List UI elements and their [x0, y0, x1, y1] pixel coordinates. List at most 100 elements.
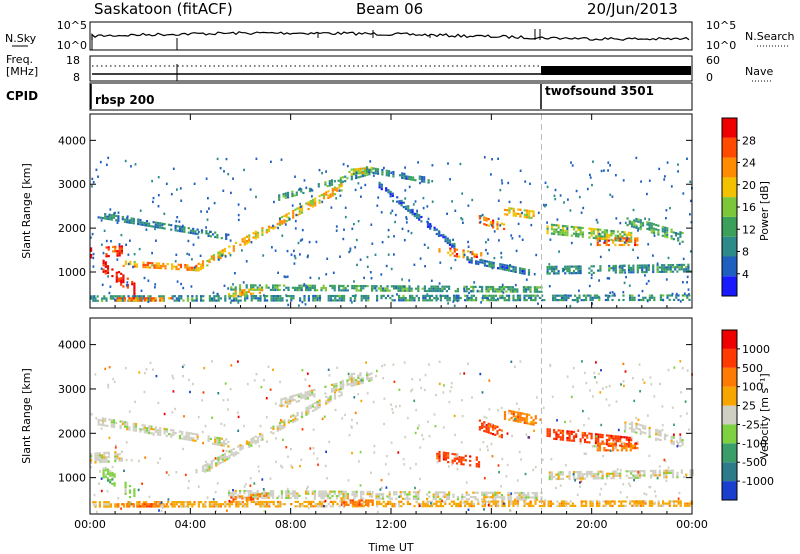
velocity-cell [302, 394, 305, 397]
power-cell [462, 253, 465, 257]
power-cell [158, 295, 161, 298]
power-cell [441, 287, 444, 290]
power-cell [202, 299, 205, 302]
velocity-cell [249, 484, 252, 487]
power-cell [130, 299, 133, 302]
power-cell [290, 297, 293, 300]
velocity-cell [324, 494, 327, 498]
velocity-cell [609, 502, 612, 505]
power-cell [563, 268, 565, 272]
power-cell [610, 267, 613, 270]
power-cell [186, 252, 189, 255]
power-cell [564, 267, 567, 270]
noise-left-tick-bottom: 10^0 [57, 39, 87, 52]
velocity-cell [536, 494, 539, 497]
velocity-cell [128, 410, 131, 413]
power-cell [143, 276, 146, 280]
power-cell [420, 220, 423, 223]
power-cell [609, 164, 611, 167]
power-cell [124, 159, 127, 163]
velocity-cell [619, 444, 622, 447]
power-cell [291, 195, 294, 198]
power-cell [669, 206, 671, 210]
velocity-cell [572, 471, 576, 474]
power-cell [309, 289, 312, 292]
power-cell [597, 235, 600, 238]
power-cell [599, 228, 602, 231]
power-cell [357, 167, 360, 171]
velocity-cell [297, 393, 301, 396]
power-cell [456, 299, 459, 303]
power-cell [394, 220, 396, 224]
power-cell [112, 214, 116, 217]
velocity-cell [512, 419, 515, 422]
velocity-cell [375, 497, 378, 500]
power-cell [490, 263, 493, 266]
power-cell [519, 215, 522, 218]
power-cell [651, 294, 654, 297]
power-cell [142, 295, 145, 298]
velocity-cell [624, 428, 627, 431]
velocity-cell [118, 459, 121, 462]
velocity-cell [121, 420, 124, 423]
velocity-cell [483, 421, 486, 424]
power-cell [485, 290, 488, 293]
velocity-cell [196, 433, 199, 436]
velocity-cell [123, 503, 126, 506]
power-cell [283, 219, 286, 222]
velocity-cell [352, 377, 355, 380]
velocity-cell [289, 415, 293, 418]
velocity-cell [503, 498, 506, 501]
power-cell [311, 203, 315, 206]
velocity-cell [332, 505, 335, 508]
velocity-cell [491, 455, 494, 458]
velocity-cell [496, 432, 499, 435]
velocity-cell [138, 459, 140, 463]
velocity-cell [644, 425, 647, 428]
power-cell [468, 258, 471, 262]
velocity-cell [282, 404, 285, 407]
power-cell [320, 289, 323, 292]
power-cell [608, 234, 611, 237]
velocity-cell [152, 368, 154, 371]
power-cell [247, 290, 250, 293]
power-cell [281, 216, 284, 219]
power-cell [529, 290, 532, 293]
power-cell [666, 227, 669, 230]
velocity-cell [521, 416, 524, 420]
power-cell [488, 260, 491, 263]
velocity-cell [103, 451, 106, 455]
power-cell [461, 218, 464, 221]
power-cell [144, 263, 147, 267]
power-cell [648, 294, 651, 297]
power-cell [636, 264, 639, 267]
power-cell [603, 169, 605, 172]
velocity-cell [451, 463, 454, 466]
power-cell [645, 268, 648, 271]
velocity-cell [619, 437, 622, 441]
velocity-cell [615, 400, 618, 403]
velocity-cell [616, 474, 620, 477]
velocity-cell [541, 504, 544, 508]
velocity-cell [349, 499, 352, 502]
velocity-cell [481, 505, 484, 508]
velocity-cell [428, 495, 431, 498]
velocity-cell [467, 493, 470, 496]
power-cell [574, 299, 577, 302]
velocity-cell [592, 475, 595, 478]
velocity-cell [239, 448, 242, 451]
power-cell [258, 288, 261, 291]
power-cell [669, 266, 672, 269]
velocity-cell [189, 436, 193, 439]
power-cell [437, 287, 440, 290]
power-cell [290, 253, 293, 256]
velocity-cell [117, 505, 120, 508]
velocity-cell [668, 500, 671, 503]
power-cell [121, 218, 124, 221]
velocity-cell [679, 445, 682, 448]
velocity-cell [582, 504, 585, 507]
power-cell [93, 295, 96, 298]
velocity-cell [467, 498, 470, 501]
velocity-cell [294, 415, 297, 418]
power-cell [475, 260, 478, 263]
